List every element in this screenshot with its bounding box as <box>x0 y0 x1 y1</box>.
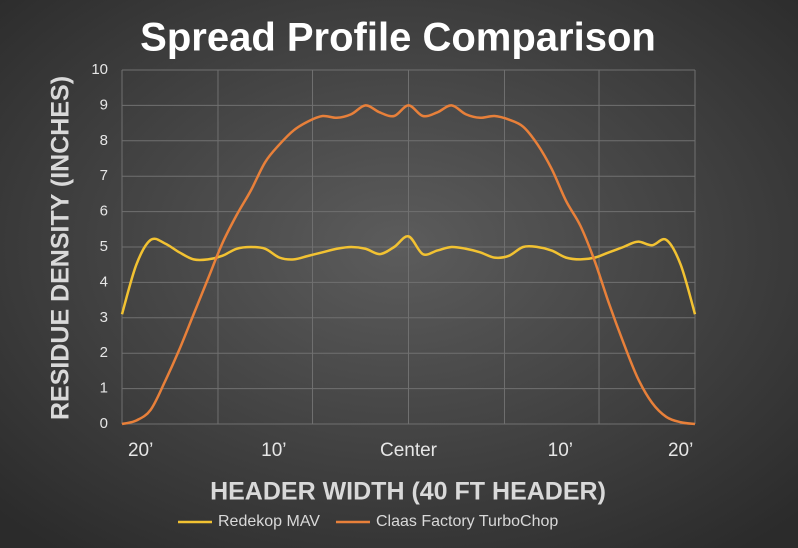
y-tick-label: 7 <box>100 167 108 184</box>
y-tick-label: 0 <box>100 415 108 432</box>
y-tick-label: 8 <box>100 132 108 149</box>
legend-label: Redekop MAV <box>218 513 320 530</box>
x-tick-label: 10’ <box>548 440 573 461</box>
x-tick-label: 10’ <box>261 440 286 461</box>
y-tick-label: 9 <box>100 96 108 113</box>
x-tick-label: 20’ <box>128 440 153 461</box>
chart-title: Spread Profile Comparison <box>140 16 656 60</box>
data-line <box>121 104 696 426</box>
x-tick-label: 20’ <box>668 440 693 461</box>
y-tick-label: 3 <box>100 309 108 326</box>
y-tick-label: 1 <box>100 380 108 397</box>
data-line <box>120 235 697 315</box>
y-tick-label: 6 <box>100 203 108 220</box>
legend-label: Claas Factory TurboChop <box>376 513 558 530</box>
y-tick-label: 5 <box>100 238 108 255</box>
y-tick-label: 10 <box>91 61 108 78</box>
x-axis-label: HEADER WIDTH (40 FT HEADER) <box>210 478 606 506</box>
y-tick-label: 4 <box>100 273 108 290</box>
x-tick-label: Center <box>380 440 438 461</box>
y-tick-label: 2 <box>100 344 108 361</box>
y-axis-label: RESIDUE DENSITY (INCHES) <box>47 76 75 420</box>
